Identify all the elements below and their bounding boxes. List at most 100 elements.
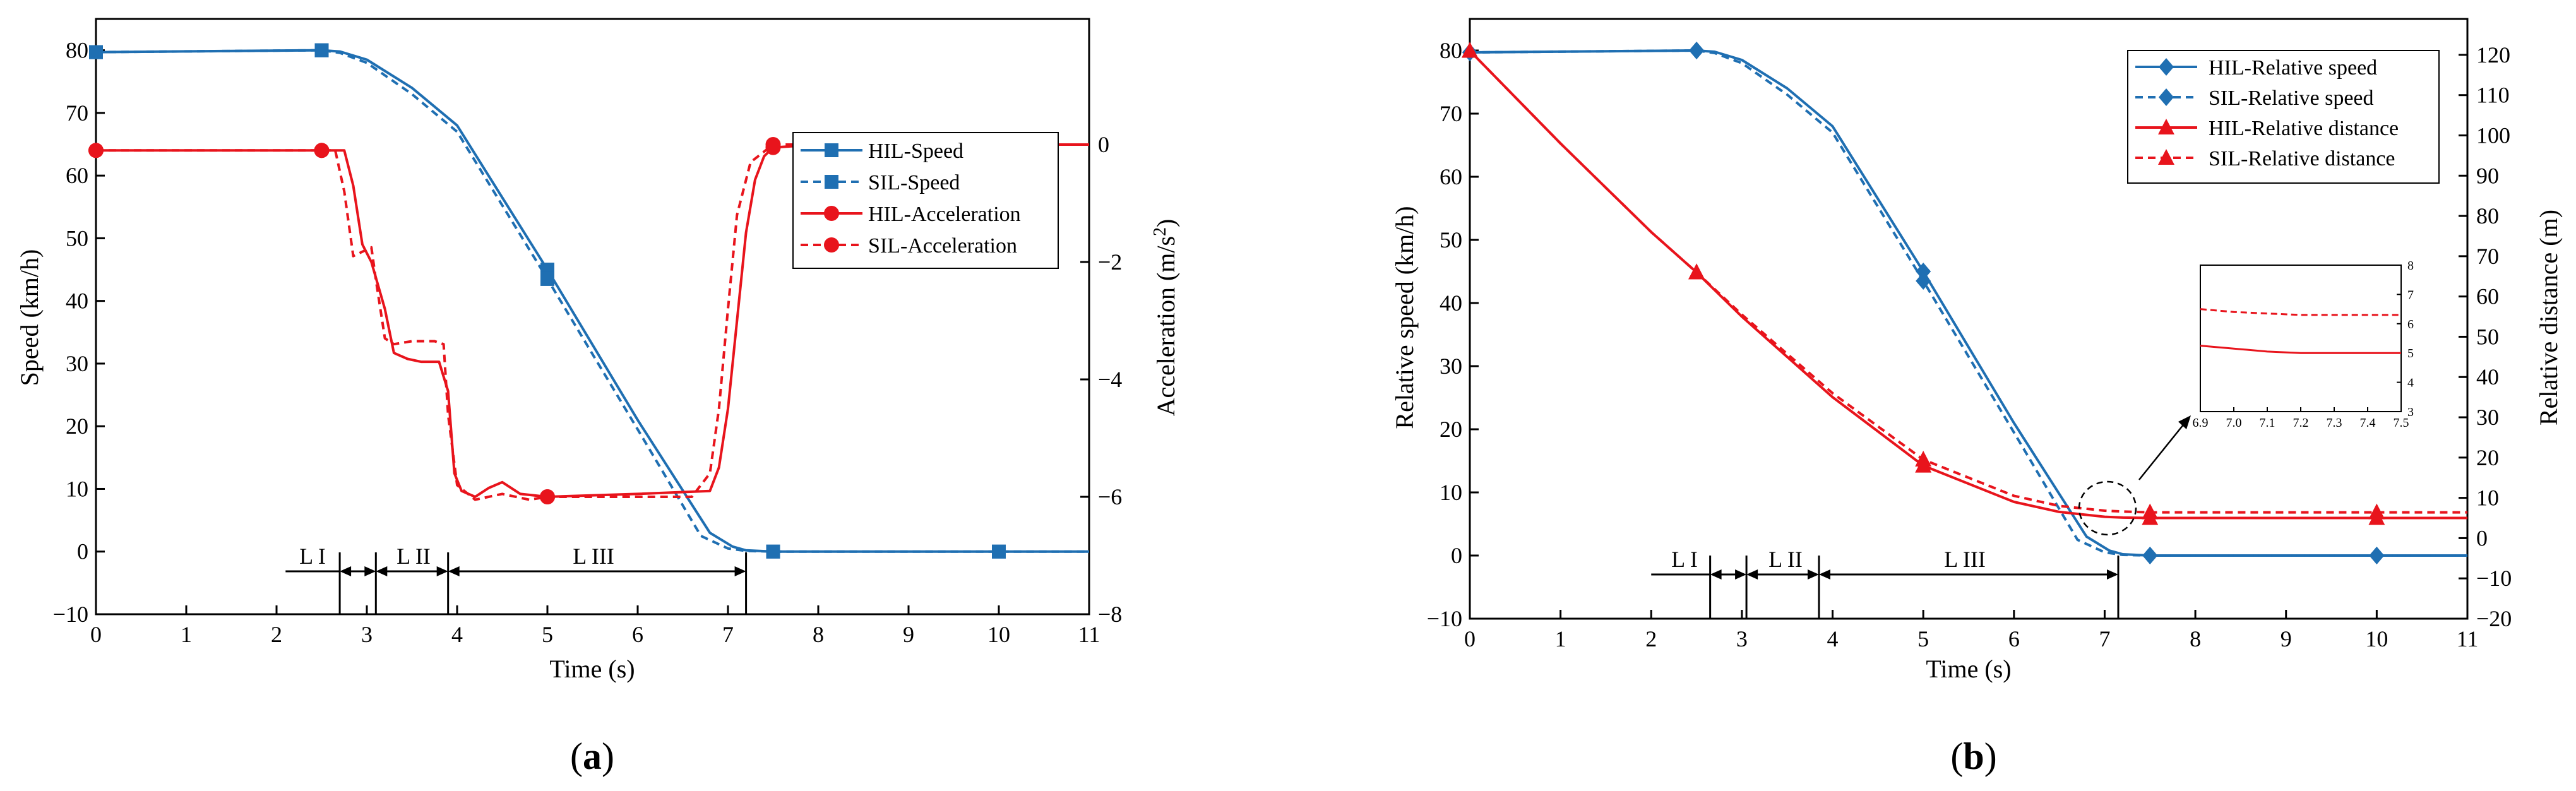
inset-x-tick-label: 7.0 xyxy=(2226,416,2242,430)
y-right-tick-label: 60 xyxy=(2476,284,2499,309)
y-right-tick-label: −4 xyxy=(1098,367,1122,392)
phase-label-1: L I xyxy=(299,544,326,569)
y-right-tick-label: 50 xyxy=(2476,324,2499,349)
phase-arrowhead xyxy=(1710,569,1722,580)
x-tick-label: 1 xyxy=(181,622,192,647)
phase-label-3: L III xyxy=(1944,547,1986,572)
y-left-axis-label: Speed (km/h) xyxy=(15,249,44,386)
series-marker xyxy=(314,43,329,57)
series-marker xyxy=(992,544,1006,559)
phase-arrowhead xyxy=(1735,569,1747,580)
y-left-tick-label: 10 xyxy=(66,476,88,501)
series-line-hil-acceleration xyxy=(96,143,1089,498)
inset-y-tick-label: 8 xyxy=(2407,259,2414,273)
legend-label-sil-speed: SIL-Speed xyxy=(868,171,960,194)
caption-a: (a) xyxy=(570,735,614,777)
x-tick-label: 10 xyxy=(2365,626,2388,651)
legend-label-sil-relative-speed: SIL-Relative speed xyxy=(2209,86,2374,110)
series-line-sil-relative-distance xyxy=(1469,50,2467,514)
x-axis-label: Time (s) xyxy=(549,655,635,683)
y-left-axis-label: Relative speed (km/h) xyxy=(1390,206,1419,429)
y-left-tick-label: 30 xyxy=(66,351,88,376)
legend-keys xyxy=(2135,58,2197,165)
x-tick-label: 9 xyxy=(2281,626,2292,651)
phase-arrowhead xyxy=(734,566,746,576)
x-tick-label: 6 xyxy=(632,622,643,647)
y-left-tick-label: 20 xyxy=(1440,417,1462,442)
phase-arrowhead xyxy=(436,566,448,576)
y-right-tick-label: −6 xyxy=(1098,484,1122,509)
y-left-tick-label: 10 xyxy=(1440,480,1462,505)
phase-arrowhead xyxy=(1746,569,1758,580)
series-line-hil-speed xyxy=(95,49,1089,553)
panel-b-legend: HIL-Relative speed SIL-Relative speed HI… xyxy=(2127,50,2440,184)
phase-arrowhead xyxy=(364,566,376,576)
panel-b-phase-annotation: L I L II L III xyxy=(1651,547,2120,619)
y-left-tick-label: 60 xyxy=(66,163,88,188)
y-left-tick-label: 40 xyxy=(1440,290,1462,316)
zoom-region-circle xyxy=(2078,480,2137,536)
y-left-tick-label: 80 xyxy=(1440,38,1462,63)
legend-label-hil-speed: HIL-Speed xyxy=(868,140,963,163)
inset-series-line xyxy=(2200,308,2401,316)
series-marker xyxy=(2369,547,2385,564)
x-tick-label: 4 xyxy=(1827,626,1839,651)
x-tick-label: 6 xyxy=(2008,626,2020,651)
x-tick-label: 0 xyxy=(1464,626,1476,651)
y-left-tick-label: 70 xyxy=(66,100,88,126)
y-right-label-end: ) xyxy=(1152,219,1180,227)
phase-label-1: L I xyxy=(1671,547,1698,572)
y-left-tick-label: 40 xyxy=(66,288,88,314)
panel-a-ticks: 0 1 2 3 4 5 6 7 8 9 10 11−1001020304050607080−8−6−4… xyxy=(53,38,1123,647)
zoom-arrow xyxy=(2138,421,2186,480)
legend-keys xyxy=(801,143,862,253)
series-marker xyxy=(314,143,330,158)
y-left-tick-label: 80 xyxy=(66,38,88,63)
legend-key-marker xyxy=(824,237,839,253)
series-line-sil-speed xyxy=(95,49,1089,553)
x-tick-label: 8 xyxy=(813,622,824,647)
y-right-tick-label: 80 xyxy=(2476,203,2499,229)
y-right-tick-label: 120 xyxy=(2476,42,2510,68)
inset-plot: 6.9 7.0 7.1 7.2 7.3 7.4 7.53 4 5 6 7 8 xyxy=(2193,259,2414,430)
panel-b: 0 1 2 3 4 5 6 7 8 9 10 11−1001020304050607080−20−10… xyxy=(1390,18,2563,777)
y-right-tick-label: 30 xyxy=(2476,405,2499,430)
phase-arrowhead xyxy=(1808,569,1819,580)
phase-arrowhead xyxy=(448,566,460,576)
y-right-tick-label: 90 xyxy=(2476,163,2499,188)
panel-b-plot-frame xyxy=(1469,18,2469,620)
phase-arrowhead xyxy=(376,566,388,576)
panel-a-phase-annotation: L I L II L III xyxy=(285,544,748,614)
y-right-tick-label: 20 xyxy=(2476,445,2499,470)
inset-frame xyxy=(2200,265,2402,412)
inset-x-tick-label: 7.5 xyxy=(2394,416,2409,430)
panel-a-legend: HIL-Speed SIL-Speed HIL-Acceleration SIL… xyxy=(792,132,1059,269)
phase-arrowhead xyxy=(1819,569,1830,580)
legend-label-hil-acceleration: HIL-Acceleration xyxy=(868,203,1021,226)
caption-b-letter: b xyxy=(1963,735,1984,777)
legend-label-sil-relative-distance: SIL-Relative distance xyxy=(2209,147,2395,170)
x-tick-label: 4 xyxy=(451,622,463,647)
x-tick-label: 8 xyxy=(2190,626,2201,651)
series-line-sil-acceleration xyxy=(96,143,1089,501)
y-right-tick-label: −20 xyxy=(2476,606,2512,631)
y-right-tick-label: −8 xyxy=(1098,602,1122,627)
legend-label-hil-relative-distance: HIL-Relative distance xyxy=(2209,117,2399,140)
series-marker xyxy=(765,137,781,152)
x-axis-label: Time (s) xyxy=(1926,655,2011,683)
series-marker xyxy=(1689,42,1705,59)
zoom-arrow-head xyxy=(2178,415,2191,429)
inset-y-tick-label: 3 xyxy=(2407,405,2414,419)
series-marker xyxy=(540,489,555,504)
x-tick-label: 1 xyxy=(1555,626,1566,651)
inset-x-tick-label: 7.4 xyxy=(2360,416,2376,430)
inset-y-tick-label: 6 xyxy=(2407,318,2414,331)
legend-key-marker xyxy=(2159,58,2174,76)
x-tick-label: 11 xyxy=(1078,622,1100,647)
legend-key-marker xyxy=(2158,119,2174,134)
y-right-tick-label: −10 xyxy=(2476,566,2512,591)
panel-a: 0 1 2 3 4 5 6 7 8 9 10 11−1001020304050607080−8−6−4… xyxy=(15,18,1180,777)
y-right-tick-label: 40 xyxy=(2476,364,2499,390)
x-tick-label: 5 xyxy=(1917,626,1929,651)
